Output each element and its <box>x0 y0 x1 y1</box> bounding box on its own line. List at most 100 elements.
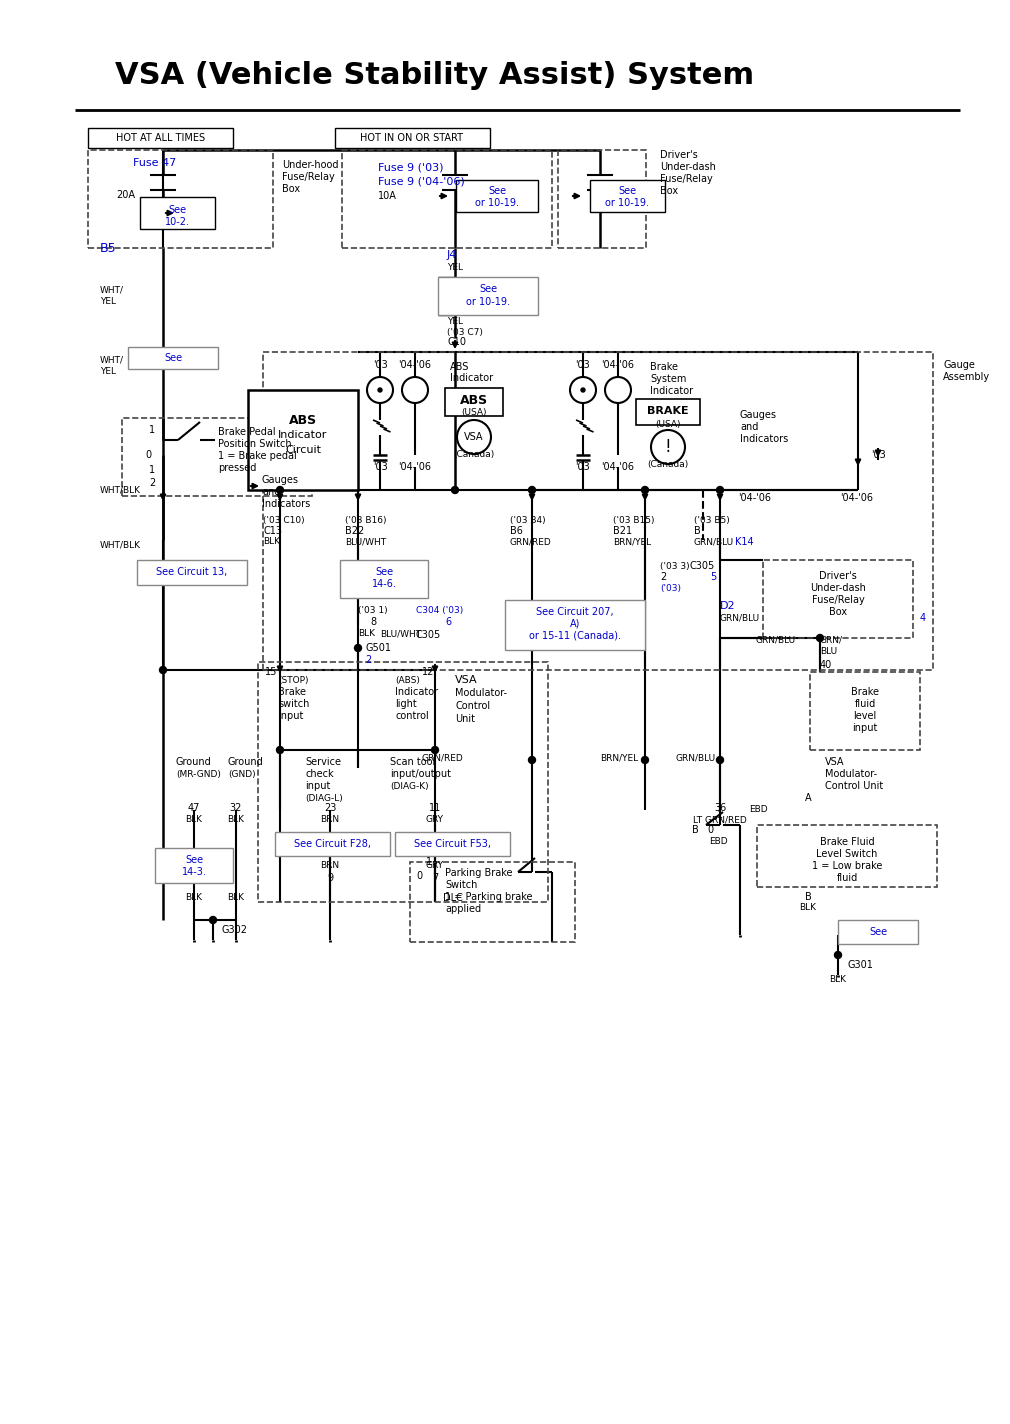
Text: 5: 5 <box>710 572 716 582</box>
Text: Gauges: Gauges <box>740 410 777 420</box>
Text: Driver's: Driver's <box>819 571 856 581</box>
Text: VSA: VSA <box>454 675 478 685</box>
Circle shape <box>431 746 438 753</box>
Text: ABS: ABS <box>450 362 470 372</box>
Bar <box>445 387 503 416</box>
Circle shape <box>816 635 823 641</box>
Text: 1: 1 <box>717 810 723 820</box>
Text: Indicators: Indicators <box>740 434 788 444</box>
Circle shape <box>277 746 284 753</box>
Text: GRY: GRY <box>426 862 444 870</box>
Text: Driver's: Driver's <box>660 150 698 159</box>
Text: ABS: ABS <box>289 413 317 427</box>
Text: Control Unit: Control Unit <box>825 780 884 790</box>
Text: System: System <box>650 375 687 384</box>
Circle shape <box>641 487 648 494</box>
Text: 1: 1 <box>426 857 432 867</box>
Text: BLK: BLK <box>186 816 202 824</box>
Text: BRN: BRN <box>320 862 339 870</box>
Text: 0: 0 <box>416 871 422 881</box>
Text: See: See <box>375 567 393 577</box>
Text: EBD: EBD <box>709 837 727 846</box>
Text: 2: 2 <box>365 655 372 665</box>
Text: Circuit: Circuit <box>285 444 321 456</box>
Text: LT GRN/RED: LT GRN/RED <box>693 816 746 824</box>
Text: C305: C305 <box>690 561 715 571</box>
Circle shape <box>277 487 284 494</box>
Text: 47: 47 <box>188 803 200 813</box>
Circle shape <box>716 487 723 494</box>
Text: ABS: ABS <box>460 394 488 407</box>
Text: Service: Service <box>305 758 341 768</box>
Text: ('03 C7): ('03 C7) <box>447 328 483 336</box>
Text: Brake Fluid: Brake Fluid <box>820 837 875 847</box>
Text: 1: 1 <box>148 424 156 434</box>
Text: applied: applied <box>445 904 481 914</box>
Text: 1 = Brake pedal: 1 = Brake pedal <box>218 451 297 461</box>
Text: C13: C13 <box>263 525 282 535</box>
Text: or 10-19.: or 10-19. <box>466 298 510 308</box>
Bar <box>128 347 218 369</box>
Text: Gauge: Gauge <box>943 360 975 370</box>
Text: '04-'06: '04-'06 <box>399 360 431 370</box>
Text: ('03): ('03) <box>660 584 681 592</box>
Text: GRN/BLU: GRN/BLU <box>720 614 761 622</box>
Text: BRN: BRN <box>320 816 339 824</box>
Bar <box>590 179 665 212</box>
Text: '04-'06: '04-'06 <box>602 360 634 370</box>
Text: GRN/BLU: GRN/BLU <box>694 537 734 547</box>
Text: 0: 0 <box>707 824 713 834</box>
Text: EBD: EBD <box>748 806 768 815</box>
Text: 20A: 20A <box>116 189 135 199</box>
Text: '03: '03 <box>576 360 591 370</box>
Text: '03: '03 <box>373 360 388 370</box>
Text: or 15-11 (Canada).: or 15-11 (Canada). <box>529 631 621 641</box>
Text: '04-'06: '04-'06 <box>602 461 634 471</box>
Bar <box>395 832 510 856</box>
Text: G301: G301 <box>848 960 874 970</box>
Text: 32: 32 <box>230 803 242 813</box>
Text: pressed: pressed <box>218 463 257 473</box>
Text: input: input <box>852 723 878 733</box>
Circle shape <box>367 377 393 403</box>
Text: '04-'06: '04-'06 <box>738 493 772 503</box>
Text: (Canada): (Canada) <box>453 450 495 459</box>
Text: BLK: BLK <box>263 537 280 547</box>
Text: !: ! <box>665 439 672 456</box>
Text: HOT AT ALL TIMES: HOT AT ALL TIMES <box>116 132 206 142</box>
Text: Under-hood: Under-hood <box>282 159 338 169</box>
Text: Assembly: Assembly <box>943 372 990 382</box>
Text: GRN/RED: GRN/RED <box>422 753 464 762</box>
Text: Brake Pedal: Brake Pedal <box>218 427 276 437</box>
Circle shape <box>651 430 685 464</box>
Text: Fuse 9 ('03): Fuse 9 ('03) <box>378 162 443 172</box>
Bar <box>505 600 645 649</box>
Text: input: input <box>278 711 303 721</box>
Text: Parking Brake: Parking Brake <box>445 869 512 879</box>
Text: 36: 36 <box>714 803 726 813</box>
Text: C10: C10 <box>447 337 466 347</box>
Text: '03: '03 <box>576 461 591 471</box>
Circle shape <box>570 377 596 403</box>
Text: 14-3.: 14-3. <box>182 867 206 877</box>
Text: C305: C305 <box>416 629 441 639</box>
Text: VSA: VSA <box>465 431 484 441</box>
Text: Switch: Switch <box>445 880 478 890</box>
Text: See: See <box>164 353 182 363</box>
Text: Fuse/Relay: Fuse/Relay <box>660 174 713 184</box>
Text: C304 ('03): C304 ('03) <box>416 605 464 615</box>
Text: BLK: BLK <box>358 629 375 638</box>
Text: BLU: BLU <box>820 646 837 655</box>
Text: fluid: fluid <box>836 873 857 883</box>
Text: ('03 B16): ('03 B16) <box>345 515 387 524</box>
Text: See Circuit F28,: See Circuit F28, <box>294 839 371 849</box>
Text: YEL: YEL <box>447 318 463 326</box>
Text: '03: '03 <box>373 461 388 471</box>
Text: YEL: YEL <box>447 262 463 272</box>
Bar <box>335 128 490 148</box>
Text: See: See <box>185 854 203 864</box>
Text: B21: B21 <box>613 525 632 535</box>
Text: Modulator-: Modulator- <box>454 688 507 698</box>
Text: 8: 8 <box>370 617 376 627</box>
Text: Fuse 9 ('04-'06): Fuse 9 ('04-'06) <box>378 177 465 187</box>
